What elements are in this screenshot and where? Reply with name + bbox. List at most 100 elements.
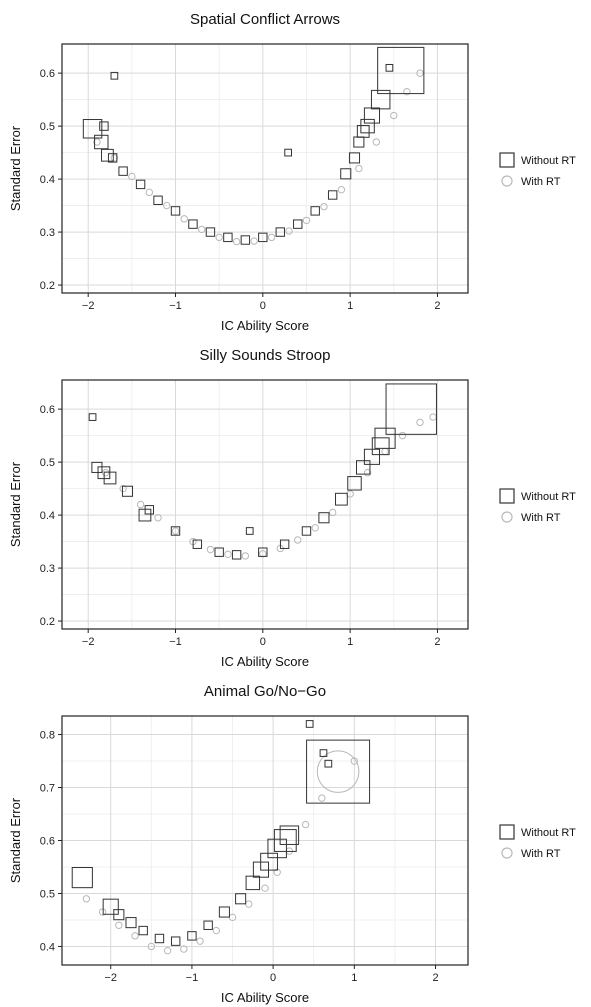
legend-label: Without RT — [521, 491, 576, 503]
data-point-square — [279, 539, 290, 549]
y-axis-ticks: 0.4 0.5 0.6 0.7 0.8 — [40, 730, 62, 953]
data-point-square — [71, 867, 93, 889]
data-point-circle — [355, 164, 363, 173]
y-axis-ticks: 0.2 0.3 0.4 0.5 0.6 — [40, 404, 62, 628]
data-point-square — [170, 526, 181, 536]
x-axis-ticks: −2 −1 0 1 2 — [104, 965, 439, 984]
y-tick-label: 0.6 — [40, 404, 55, 416]
legend: Without RT With RT — [499, 152, 576, 188]
x-tick-label: 0 — [260, 300, 266, 312]
legend: Without RT With RT — [499, 488, 576, 524]
data-point-square — [118, 166, 128, 176]
data-point-square — [245, 527, 254, 535]
y-tick-label: 0.8 — [40, 730, 55, 742]
x-tick-label: 0 — [260, 636, 266, 648]
data-point-square — [223, 232, 233, 243]
legend: Without RT With RT — [499, 824, 576, 860]
data-point-circle — [316, 750, 360, 793]
data-point-square — [260, 852, 278, 871]
data-point-square — [94, 134, 109, 150]
data-point-circle — [171, 527, 180, 535]
data-point-square — [301, 526, 312, 536]
plot-frame — [61, 379, 469, 630]
data-point-circle — [82, 895, 91, 903]
data-point-square — [103, 471, 117, 485]
x-axis-ticks: −2 −1 0 1 2 — [82, 293, 441, 312]
data-point-square — [218, 906, 230, 918]
y-tick-label: 0.6 — [40, 836, 55, 848]
data-point-square — [82, 119, 103, 139]
data-point-square — [363, 107, 381, 124]
data-point-square — [347, 476, 362, 491]
data-point-square — [240, 235, 251, 245]
x-tick-label: −1 — [169, 636, 182, 648]
data-point-circle — [180, 215, 188, 223]
data-point-square — [327, 190, 338, 200]
series-without-rt — [88, 383, 437, 560]
data-point-square — [235, 893, 247, 905]
data-point-square — [101, 148, 114, 162]
data-point-square — [88, 413, 97, 421]
data-point-square — [231, 550, 242, 560]
chart-panel-spatial-conflict-arrows: −2 −1 0 1 2 0.2 0.3 0.4 0.5 0.6 Spatial Conflict A… — [8, 11, 576, 333]
data-point-square — [135, 179, 146, 190]
data-point-square — [125, 917, 137, 929]
data-point-square — [205, 227, 216, 237]
y-tick-label: 0.4 — [40, 510, 55, 522]
y-tick-label: 0.5 — [40, 121, 55, 133]
chart-panel-silly-sounds-stroop: −2 −1 0 1 2 0.2 0.3 0.4 0.5 0.6 Silly Sounds Stroo… — [8, 347, 576, 669]
data-point-circle — [398, 431, 407, 440]
data-point-circle — [337, 185, 346, 194]
data-point-circle — [390, 111, 398, 120]
data-point-square — [318, 512, 330, 524]
x-tick-label: −1 — [169, 300, 182, 312]
y-tick-label: 0.7 — [40, 783, 55, 795]
data-point-square — [138, 508, 152, 522]
data-point-square — [371, 437, 390, 456]
data-point-square — [121, 485, 134, 497]
x-tick-label: −1 — [186, 972, 199, 984]
legend-key-square — [499, 824, 515, 840]
data-point-square — [279, 825, 300, 845]
data-point-circle — [136, 500, 145, 509]
x-tick-label: −2 — [104, 972, 117, 984]
data-point-circle — [311, 524, 319, 532]
y-axis-ticks: 0.2 0.3 0.4 0.5 0.6 — [40, 68, 62, 292]
data-point-square — [214, 547, 224, 557]
chart-title: Silly Sounds Stroop — [200, 347, 331, 364]
data-point-circle — [110, 154, 119, 162]
y-axis-label: Standard Error — [8, 461, 23, 547]
x-tick-label: 1 — [347, 300, 353, 312]
x-axis-label: IC Ability Score — [221, 990, 309, 1005]
series-without-rt — [82, 46, 425, 245]
data-point-square — [258, 232, 268, 243]
data-point-square — [153, 195, 163, 205]
data-point-square — [203, 920, 213, 930]
data-point-circle — [241, 552, 250, 560]
legend-label: With RT — [521, 176, 561, 188]
series-without-rt — [71, 720, 371, 946]
legend-key-circle — [501, 847, 513, 859]
data-point-square — [335, 492, 348, 506]
data-point-circle — [163, 201, 171, 210]
data-point-circle — [115, 921, 123, 929]
data-point-circle — [301, 820, 310, 829]
legend-label: Without RT — [521, 827, 576, 839]
x-tick-label: 0 — [270, 972, 276, 984]
data-point-square — [348, 152, 361, 164]
data-point-circle — [318, 794, 326, 802]
data-point-circle — [206, 545, 215, 554]
x-axis-label: IC Ability Score — [221, 654, 309, 669]
legend-label: With RT — [521, 848, 561, 860]
data-point-square — [377, 46, 425, 95]
x-tick-label: −2 — [82, 300, 95, 312]
series-with-rt — [93, 69, 424, 246]
data-point-circle — [224, 550, 232, 559]
data-point-circle — [403, 87, 411, 96]
data-point-square — [107, 153, 118, 163]
legend-key-square — [499, 152, 515, 168]
data-point-square — [188, 219, 198, 229]
data-point-square — [284, 148, 292, 157]
data-point-square — [374, 427, 396, 449]
data-point-circle — [285, 227, 293, 235]
